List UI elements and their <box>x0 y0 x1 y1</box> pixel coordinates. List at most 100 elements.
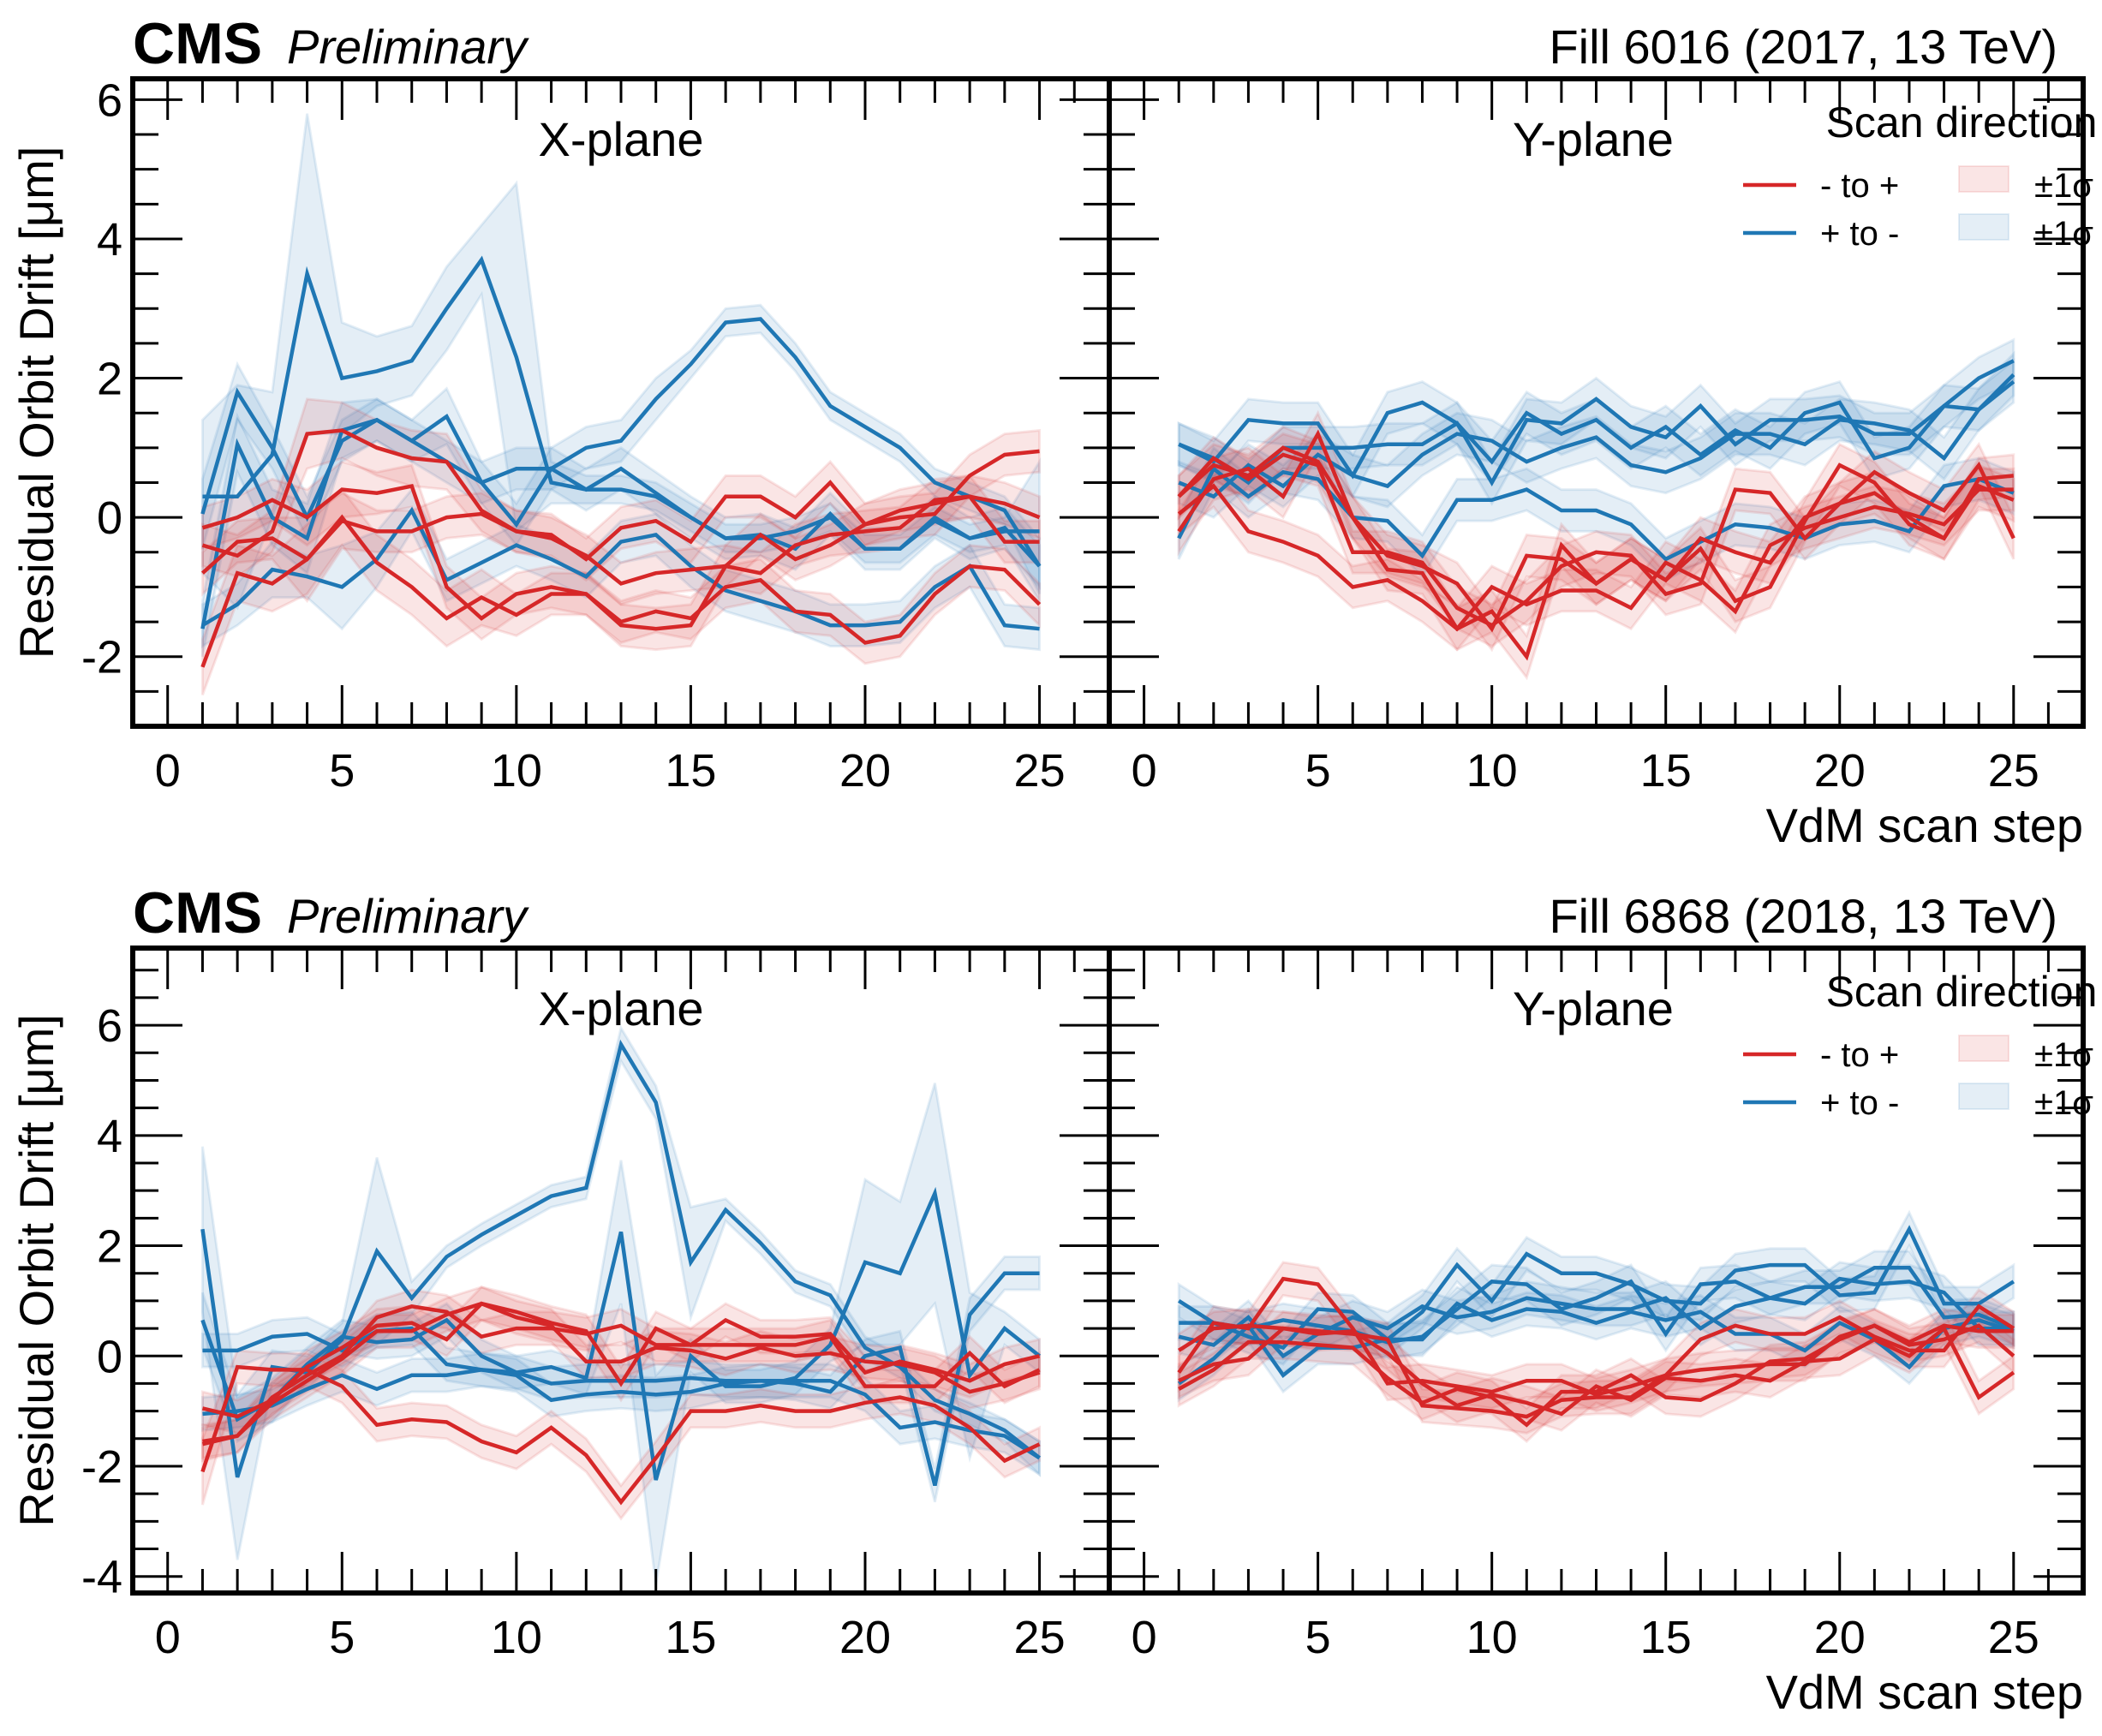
y-tick-label: 2 <box>97 1221 122 1273</box>
series-line-plus-to-minus <box>201 506 1040 631</box>
series-line-plus-to-minus <box>200 317 1042 568</box>
series-line-plus-to-minus <box>1178 1225 2015 1351</box>
y-tick-label: 4 <box>97 1111 122 1162</box>
plane-label: Y-plane <box>1513 981 1674 1035</box>
x-tick-label: 25 <box>1014 1612 1066 1663</box>
plot-area <box>200 113 1042 695</box>
legend: Scan direction - to + ±1σ + to - ±1σ <box>1743 98 2097 253</box>
series-line-minus-to-plus <box>1178 1323 2015 1428</box>
y-tick-label: 6 <box>97 75 122 126</box>
series-line-plus-to-minus <box>1178 359 2015 487</box>
x-tick-label: 25 <box>1988 745 2039 796</box>
x-tick-label: 15 <box>665 1612 716 1663</box>
plot-area <box>1177 1209 2015 1443</box>
x-tick-label: 10 <box>491 1612 542 1663</box>
x-tick-label: 15 <box>1640 1612 1692 1663</box>
panel-bottom-x-plane: 0 5 10 15 20 25 -4 -2 0 2 4 6 Residual Orbit Drift [… <box>9 880 1112 1663</box>
x-tick-label: 5 <box>329 1612 355 1663</box>
plane-label: X-plane <box>538 112 703 166</box>
legend-label: - to + <box>1820 167 1899 205</box>
y-tick-label: 0 <box>97 1331 122 1382</box>
plane-label: X-plane <box>538 981 703 1035</box>
x-tick-label: 5 <box>1305 745 1331 796</box>
experiment-label: CMS <box>133 880 262 946</box>
series-line-plus-to-minus <box>202 1271 1040 1487</box>
series-line-minus-to-plus <box>1177 429 2015 661</box>
error-band-minus-to-plus <box>1177 432 2015 648</box>
series-line-plus-to-minus <box>1178 379 2015 499</box>
series-line-plus-to-minus <box>1178 373 2015 480</box>
series-line-plus-to-minus <box>1179 1266 2015 1345</box>
x-axis-title: VdM scan step <box>1766 1665 2083 1719</box>
legend-band-plus-to-minus <box>1958 213 2009 241</box>
x-tick-label: 15 <box>665 745 716 796</box>
series-line-plus-to-minus <box>200 1186 1041 1481</box>
legend-band-minus-to-plus <box>1958 165 2009 193</box>
error-band-minus-to-plus <box>200 1288 1042 1460</box>
legend-band-label: ±1σ <box>2034 1084 2093 1122</box>
series-line-minus-to-plus <box>1177 452 2015 628</box>
x-tick-label: 25 <box>1014 745 1066 796</box>
series-line-minus-to-plus <box>1178 1303 2015 1419</box>
y-tick-label: 0 <box>97 492 122 544</box>
plot-area <box>200 1024 1042 1585</box>
x-tick-label: 10 <box>1466 1612 1518 1663</box>
legend: Scan direction - to + ±1σ + to - ±1σ <box>1743 968 2097 1122</box>
lumi-label: Fill 6016 (2017, 13 TeV) <box>1549 20 2057 74</box>
error-band-plus-to-minus <box>200 303 1042 595</box>
x-tick-label: 5 <box>1305 1612 1331 1663</box>
x-tick-label: 0 <box>155 745 181 796</box>
legend-band-label: ±1σ <box>2034 215 2093 253</box>
series-line-minus-to-plus <box>1178 1325 2015 1417</box>
y-axis-title: Residual Orbit Drift [μm] <box>9 1014 63 1527</box>
error-band-plus-to-minus <box>200 1024 1042 1560</box>
legend-title: Scan direction <box>1826 98 2098 146</box>
series-line-minus-to-plus <box>200 480 1041 575</box>
status-label: Preliminary <box>287 20 529 74</box>
series-line-plus-to-minus <box>1177 465 2015 562</box>
legend-label: - to + <box>1820 1036 1899 1074</box>
legend-band-minus-to-plus <box>1958 1035 2009 1062</box>
error-band-plus-to-minus <box>200 386 1042 657</box>
x-tick-label: 0 <box>1132 1612 1157 1663</box>
error-band-plus-to-minus <box>1177 350 2015 499</box>
legend-band-label: ±1σ <box>2034 167 2093 205</box>
x-tick-label: 0 <box>1132 745 1157 796</box>
x-tick-label: 0 <box>155 1612 181 1663</box>
y-tick-label: 2 <box>97 354 122 405</box>
experiment-label: CMS <box>133 11 262 76</box>
x-tick-label: 20 <box>839 1612 891 1663</box>
y-tick-label: -2 <box>81 632 122 683</box>
legend-label: + to - <box>1820 215 1899 253</box>
legend-title: Scan direction <box>1826 968 2098 1016</box>
x-axis-title: VdM scan step <box>1766 798 2083 852</box>
lumi-label: Fill 6868 (2018, 13 TeV) <box>1549 889 2057 943</box>
y-tick-label: 6 <box>97 1000 122 1052</box>
plane-label: Y-plane <box>1513 112 1674 166</box>
x-tick-label: 10 <box>491 745 542 796</box>
series-line-plus-to-minus <box>200 1039 1041 1478</box>
legend-band-plus-to-minus <box>1958 1083 2009 1110</box>
x-tick-label: 15 <box>1640 745 1692 796</box>
plot-area <box>1177 337 2015 681</box>
error-band-minus-to-plus <box>200 487 1042 695</box>
series-line-minus-to-plus <box>201 1301 1041 1447</box>
error-band-minus-to-plus <box>1177 463 2015 652</box>
legend-label: + to - <box>1820 1084 1899 1122</box>
x-tick-label: 25 <box>1988 1612 2039 1663</box>
x-tick-label: 20 <box>839 745 891 796</box>
panel-top-x-plane: 0 5 10 15 20 25 -2 0 2 4 6 Residual Orbit Drift [μm… <box>9 11 1112 796</box>
series-line-minus-to-plus <box>201 483 1040 631</box>
x-tick-label: 10 <box>1466 745 1518 796</box>
series-line-minus-to-plus <box>201 1301 1041 1419</box>
series-line-minus-to-plus <box>202 1304 1041 1444</box>
legend-band-label: ±1σ <box>2034 1036 2093 1074</box>
x-tick-label: 20 <box>1814 745 1866 796</box>
series-line-minus-to-plus <box>201 428 1040 586</box>
series-line-minus-to-plus <box>1177 483 2014 632</box>
series-line-minus-to-plus <box>200 514 1042 668</box>
